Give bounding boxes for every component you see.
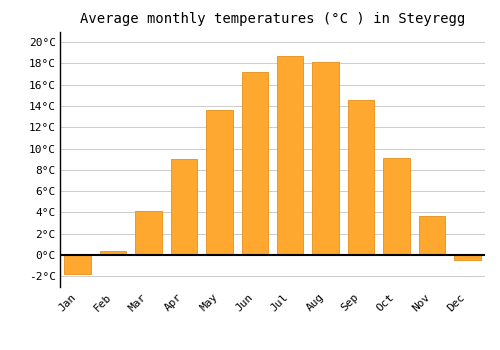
Bar bbox=[418, 216, 445, 255]
Bar bbox=[206, 110, 233, 255]
Title: Average monthly temperatures (°C ) in Steyregg: Average monthly temperatures (°C ) in St… bbox=[80, 12, 465, 26]
Bar bbox=[64, 255, 91, 274]
Bar bbox=[383, 158, 409, 255]
Bar bbox=[312, 62, 339, 255]
Bar bbox=[242, 72, 268, 255]
Bar bbox=[277, 56, 303, 255]
Bar bbox=[136, 211, 162, 255]
Bar bbox=[170, 159, 197, 255]
Bar bbox=[454, 255, 480, 260]
Bar bbox=[100, 251, 126, 255]
Bar bbox=[348, 100, 374, 255]
